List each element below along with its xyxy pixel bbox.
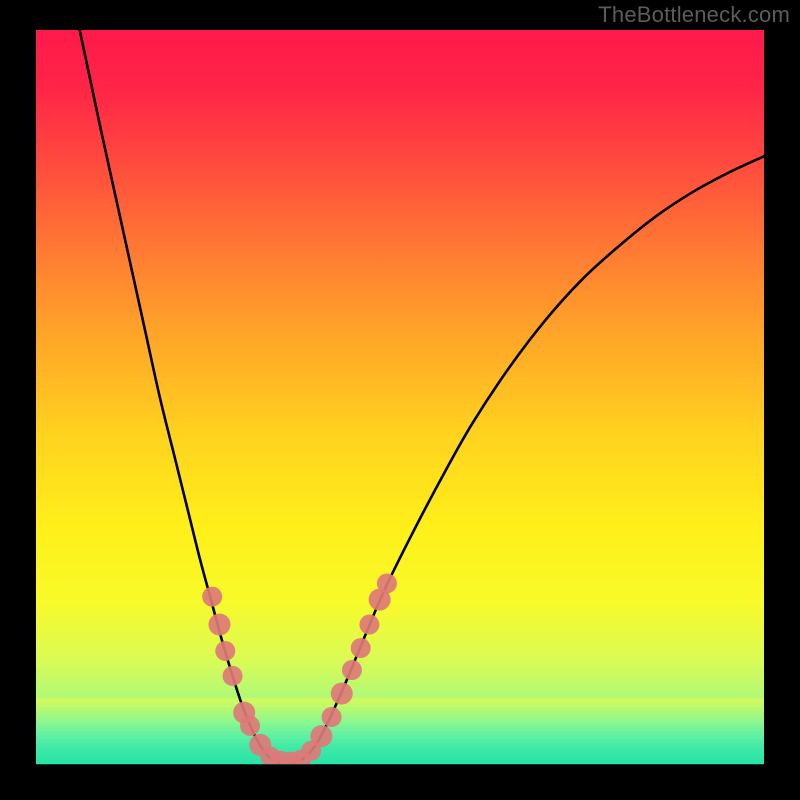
marker-dot [322, 707, 342, 727]
marker-dot [359, 615, 379, 635]
marker-dot [208, 614, 230, 636]
chart-stage: TheBottleneck.com [0, 0, 800, 800]
marker-dot [351, 638, 371, 658]
marker-dot [223, 666, 243, 686]
watermark-text: TheBottleneck.com [598, 2, 790, 28]
bottleneck-curve-chart [0, 0, 800, 800]
plot-background-gradient [36, 30, 764, 764]
marker-dot [342, 660, 362, 680]
marker-dot [202, 587, 222, 607]
marker-dot [310, 725, 332, 747]
marker-dot [215, 641, 235, 661]
marker-dot [240, 716, 260, 736]
marker-dot [331, 683, 353, 705]
marker-dot [377, 573, 397, 593]
plot-background-bottom-bands [36, 698, 764, 765]
